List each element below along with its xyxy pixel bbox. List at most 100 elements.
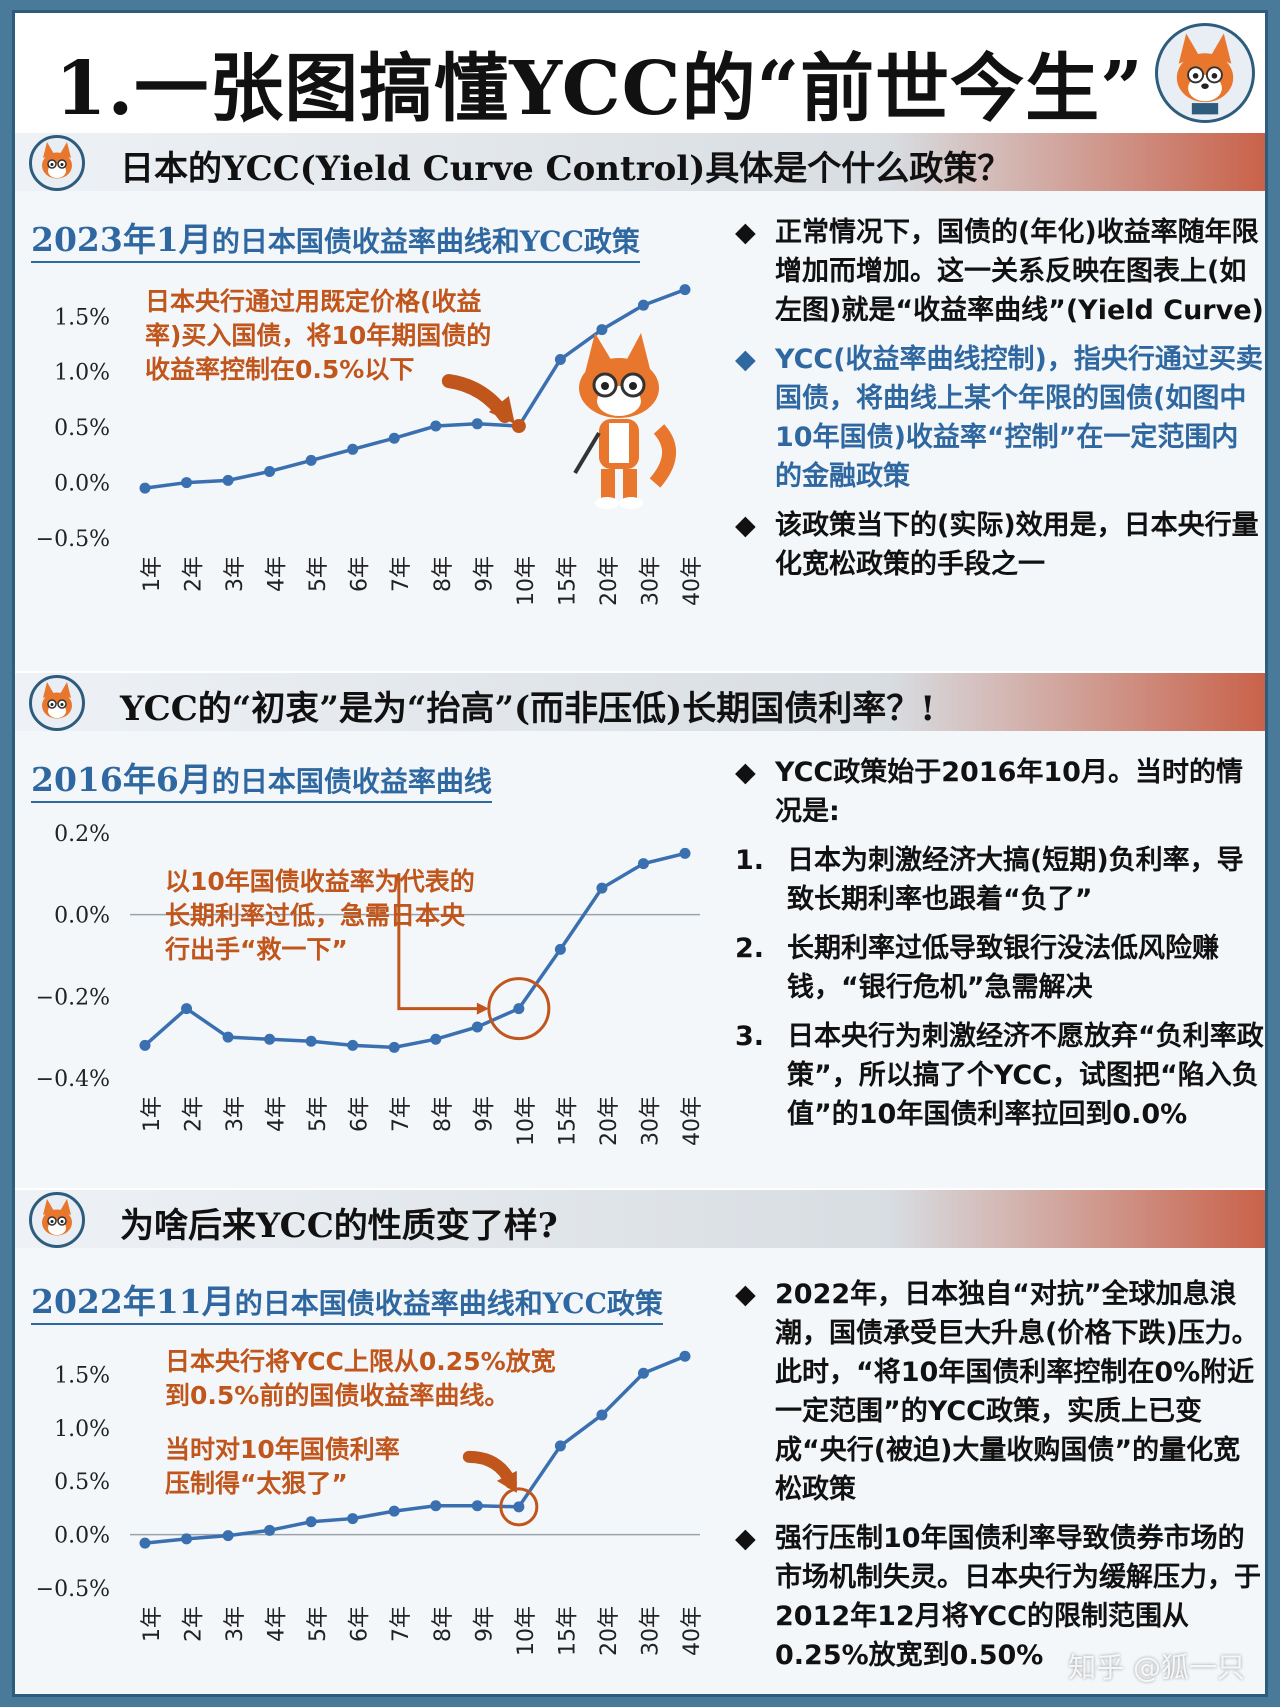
data-point: [637, 858, 649, 870]
data-point: [264, 1033, 276, 1045]
x-tick-label: 3年: [223, 556, 248, 592]
bullet-2-intro: ◆ YCC政策始于2016年10月。当时的情况是:: [735, 757, 1243, 827]
chart-title-3: 2022年11月的日本国债收益率曲线和YCC政策: [31, 1275, 663, 1325]
data-point: [347, 1039, 359, 1051]
data-point: [305, 1035, 317, 1047]
list-item-2-2: 2. 长期利率过低导致银行没法低风险赚钱，“银行危机”急需解决: [735, 933, 1219, 1003]
x-tick-label: 10年: [514, 1096, 539, 1146]
y-tick-label: −0.4%: [36, 1067, 110, 1092]
section-heading-2: YCC的“初衷”是为“抬高”(而非压低)长期国债利率？!: [120, 689, 936, 729]
data-point: [596, 882, 608, 894]
highlight-ring: [487, 977, 551, 1041]
data-point: [181, 1533, 193, 1545]
connector-arrow-icon: [397, 873, 483, 1011]
chart-title-2: 2016年6月的日本国债收益率曲线: [31, 753, 492, 803]
yield-curve-line: [143, 851, 686, 1050]
data-point: [554, 1440, 566, 1452]
bullet-1-3: ◆ 该政策当下的(实际)效用是，日本央行量化宽松政策的手段之一: [735, 510, 1259, 580]
fox-mascot-illustration: [573, 333, 677, 509]
data-point: [222, 474, 234, 486]
data-point: [513, 1501, 525, 1513]
fox-icon: [42, 1199, 72, 1236]
data-point: [637, 1367, 649, 1379]
x-tick-label: 6年: [348, 1096, 373, 1132]
chart-title-rest: 的日本国债收益率曲线和YCC政策: [211, 225, 640, 258]
y-tick-label: 0.0%: [54, 904, 110, 929]
data-point: [596, 1409, 608, 1421]
data-point: [513, 1003, 525, 1015]
section-header-2: YCC的“初衷”是为“抬高”(而非压低)长期国债利率？!: [15, 671, 1265, 731]
bullet-3-1: ◆ 2022年，日本独自“对抗”全球加息浪潮，国债承受巨大升息(价格下跌)压力。此…: [735, 1279, 1259, 1505]
data-point: [554, 943, 566, 955]
arrow-head-icon: [476, 1002, 489, 1015]
annotation-3: 日本央行将YCC上限从0.25%放宽 到0.5%前的国债收益率曲线。: [165, 1347, 556, 1410]
data-point: [305, 1516, 317, 1528]
x-tick-label: 9年: [472, 1096, 497, 1132]
fox-icon: [42, 682, 72, 719]
annotation-4: 当时对10年国债利率 压制得“太狠了”: [165, 1435, 400, 1498]
data-point: [679, 847, 691, 859]
x-tick-label: 2年: [182, 1096, 207, 1132]
x-tick-label: 40年: [680, 1096, 705, 1146]
section-header-3: 为啥后来YCC的性质变了样?: [15, 1188, 1265, 1248]
data-point: [471, 418, 483, 430]
bullets-2: ◆ YCC政策始于2016年10月。当时的情况是: 1. 日本为刺激经济大搞(短期)…: [735, 753, 1265, 1144]
chart-title-date: 2023年1月: [31, 220, 212, 259]
x-tick-label: 8年: [431, 1606, 456, 1642]
data-point: [347, 1513, 359, 1525]
bullet-3-2: ◆ 强行压制10年国债利率导致债券市场的市场机制失灵。日本央行为缓解压力，于201…: [735, 1523, 1261, 1671]
data-point: [430, 1500, 442, 1512]
x-tick-label: 30年: [638, 1096, 663, 1146]
infographic-frame: 1.一张图搞懂YCC的“前世今生”: [12, 10, 1268, 1697]
data-point: [388, 1505, 400, 1517]
bullets-3: ◆ 2022年，日本独自“对抗”全球加息浪潮，国债承受巨大升息(价格下跌)压力。此…: [735, 1275, 1265, 1685]
y-tick-label: 1.5%: [54, 305, 110, 330]
data-point: [139, 1039, 151, 1051]
list-item-2-3: 3. 日本央行为刺激经济不愿放弃“负利率政策”，所以搞了个YCC，试图把“陷入负值…: [735, 1021, 1264, 1130]
x-tick-label: 20年: [597, 1096, 622, 1146]
x-tick-label: 1年: [140, 1096, 165, 1132]
bullet-1-1: ◆ 正常情况下，国债的(年化)收益率随年限增加而增加。这一关系反映在图表上(如左图…: [735, 217, 1264, 326]
yield-curve-line: [144, 1354, 686, 1545]
chart-2023-jan: −0.5% 0.0% 0.5% 1.0% 1.5% 1年 2年 3年 4年 5年 6年 7年 8年 9年 1…: [36, 284, 705, 606]
data-point: [430, 420, 442, 432]
arrow-head-icon: [488, 396, 515, 425]
data-point: [471, 1021, 483, 1033]
x-tick-label: 9年: [472, 1606, 497, 1642]
chart-title-date: 2016年6月: [31, 760, 212, 799]
data-point: [222, 1530, 234, 1542]
y-tick-label: 0.0%: [54, 1524, 110, 1549]
x-tick-label: 4年: [265, 1096, 290, 1132]
y-tick-label: −0.5%: [36, 1577, 110, 1602]
fox-icon: [1176, 33, 1234, 115]
fox-badge-2: [29, 675, 85, 731]
y-tick-label: 0.5%: [54, 416, 110, 441]
fox-badge-1: [29, 135, 85, 191]
y-tick-label: −0.2%: [36, 985, 110, 1010]
page-title: 1.一张图搞懂YCC的“前世今生”: [55, 46, 1144, 132]
x-tick-label: 6年: [348, 556, 373, 592]
x-tick-label: 5年: [306, 1096, 331, 1132]
data-point: [181, 477, 193, 489]
section-heading-3: 为啥后来YCC的性质变了样?: [120, 1206, 558, 1246]
annotation-1: 日本央行通过用既定价格(收益 率)买入国债，将10年期国债的 收益率控制在0.5…: [145, 287, 492, 384]
y-tick-label: 0.0%: [54, 472, 110, 497]
data-point: [305, 454, 317, 466]
chart-title-date: 2022年11月: [31, 1282, 235, 1321]
data-point: [139, 482, 151, 494]
data-point: [388, 1041, 400, 1053]
data-point: [511, 419, 526, 434]
data-point: [347, 443, 359, 455]
x-tick-label: 8年: [431, 1096, 456, 1132]
data-point: [388, 432, 400, 444]
data-point: [264, 465, 276, 477]
data-point: [596, 324, 608, 336]
chart-title-rest: 的日本国债收益率曲线: [211, 765, 492, 798]
x-tick-label: 5年: [306, 556, 331, 592]
x-tick-label: 10年: [514, 1606, 539, 1656]
watermark: 知乎 @狐一只: [1068, 1651, 1245, 1684]
y-tick-label: 1.0%: [54, 361, 110, 386]
data-point: [264, 1524, 276, 1536]
chart-2022-nov: −0.5% 0.0% 0.5% 1.0% 1.5% 1年 2年 3年 4年 5年 6年 7年 8年 9年 1…: [36, 1350, 705, 1656]
x-tick-label: 15年: [555, 1606, 580, 1656]
